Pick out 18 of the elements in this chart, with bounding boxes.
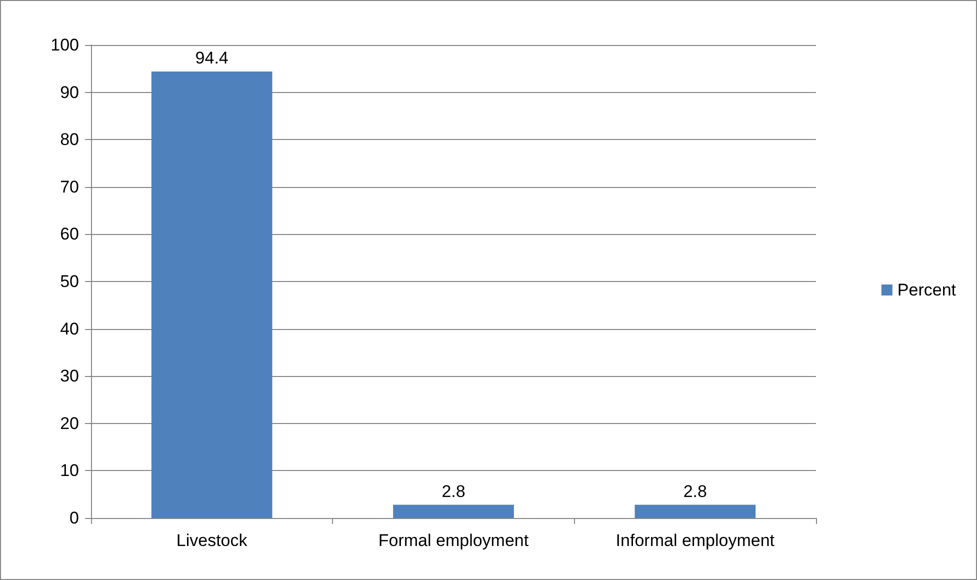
data-label: 94.4 — [195, 48, 228, 68]
y-tick-label: 40 — [60, 319, 79, 338]
x-tick-label: Livestock — [176, 531, 248, 550]
y-tick-label: 80 — [60, 130, 79, 150]
y-tick-label: 90 — [60, 82, 79, 102]
x-tick-label: Formal employment — [378, 531, 529, 550]
legend-label: Percent — [897, 280, 956, 300]
y-tick-label: 100 — [50, 36, 79, 54]
y-tick-label: 50 — [60, 272, 79, 291]
y-tick-label: 30 — [60, 366, 79, 386]
y-tick-label: 70 — [60, 177, 79, 196]
y-tick-label: 0 — [70, 508, 79, 528]
y-tick-label: 10 — [60, 461, 79, 480]
y-tick-label: 60 — [60, 224, 79, 244]
data-label: 2.8 — [683, 482, 707, 501]
x-tick-label: Informal employment — [616, 531, 775, 550]
y-tick-label: 20 — [60, 414, 79, 433]
data-label: 2.8 — [442, 482, 466, 501]
